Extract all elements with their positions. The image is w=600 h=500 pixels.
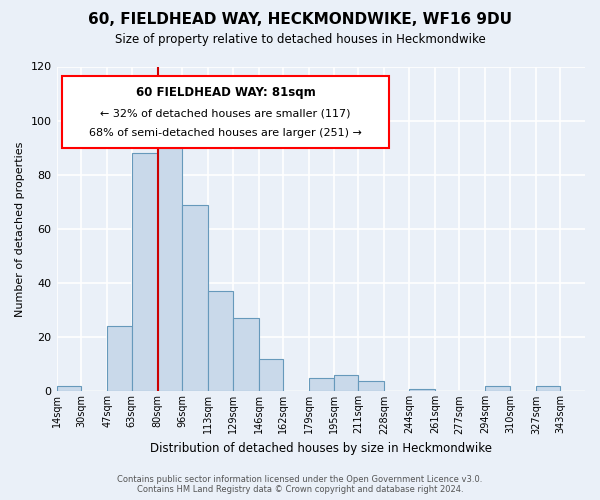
FancyBboxPatch shape	[62, 76, 389, 148]
Bar	[233, 318, 259, 392]
Text: Contains HM Land Registry data © Crown copyright and database right 2024.: Contains HM Land Registry data © Crown c…	[137, 484, 463, 494]
Bar	[334, 375, 358, 392]
Bar	[56, 386, 81, 392]
Bar	[158, 148, 182, 392]
Bar	[208, 291, 233, 392]
Text: Size of property relative to detached houses in Heckmondwike: Size of property relative to detached ho…	[115, 32, 485, 46]
Bar	[409, 388, 435, 392]
Bar	[485, 386, 510, 392]
Bar	[182, 204, 208, 392]
Bar	[309, 378, 334, 392]
Bar	[107, 326, 131, 392]
Bar	[358, 380, 385, 392]
Bar	[259, 359, 283, 392]
Bar	[131, 153, 158, 392]
X-axis label: Distribution of detached houses by size in Heckmondwike: Distribution of detached houses by size …	[150, 442, 492, 455]
Text: 60 FIELDHEAD WAY: 81sqm: 60 FIELDHEAD WAY: 81sqm	[136, 86, 316, 99]
Y-axis label: Number of detached properties: Number of detached properties	[15, 142, 25, 316]
Text: 60, FIELDHEAD WAY, HECKMONDWIKE, WF16 9DU: 60, FIELDHEAD WAY, HECKMONDWIKE, WF16 9D…	[88, 12, 512, 28]
Text: ← 32% of detached houses are smaller (117): ← 32% of detached houses are smaller (11…	[100, 108, 351, 118]
Text: Contains public sector information licensed under the Open Government Licence v3: Contains public sector information licen…	[118, 474, 482, 484]
Text: 68% of semi-detached houses are larger (251) →: 68% of semi-detached houses are larger (…	[89, 128, 362, 138]
Bar	[536, 386, 560, 392]
